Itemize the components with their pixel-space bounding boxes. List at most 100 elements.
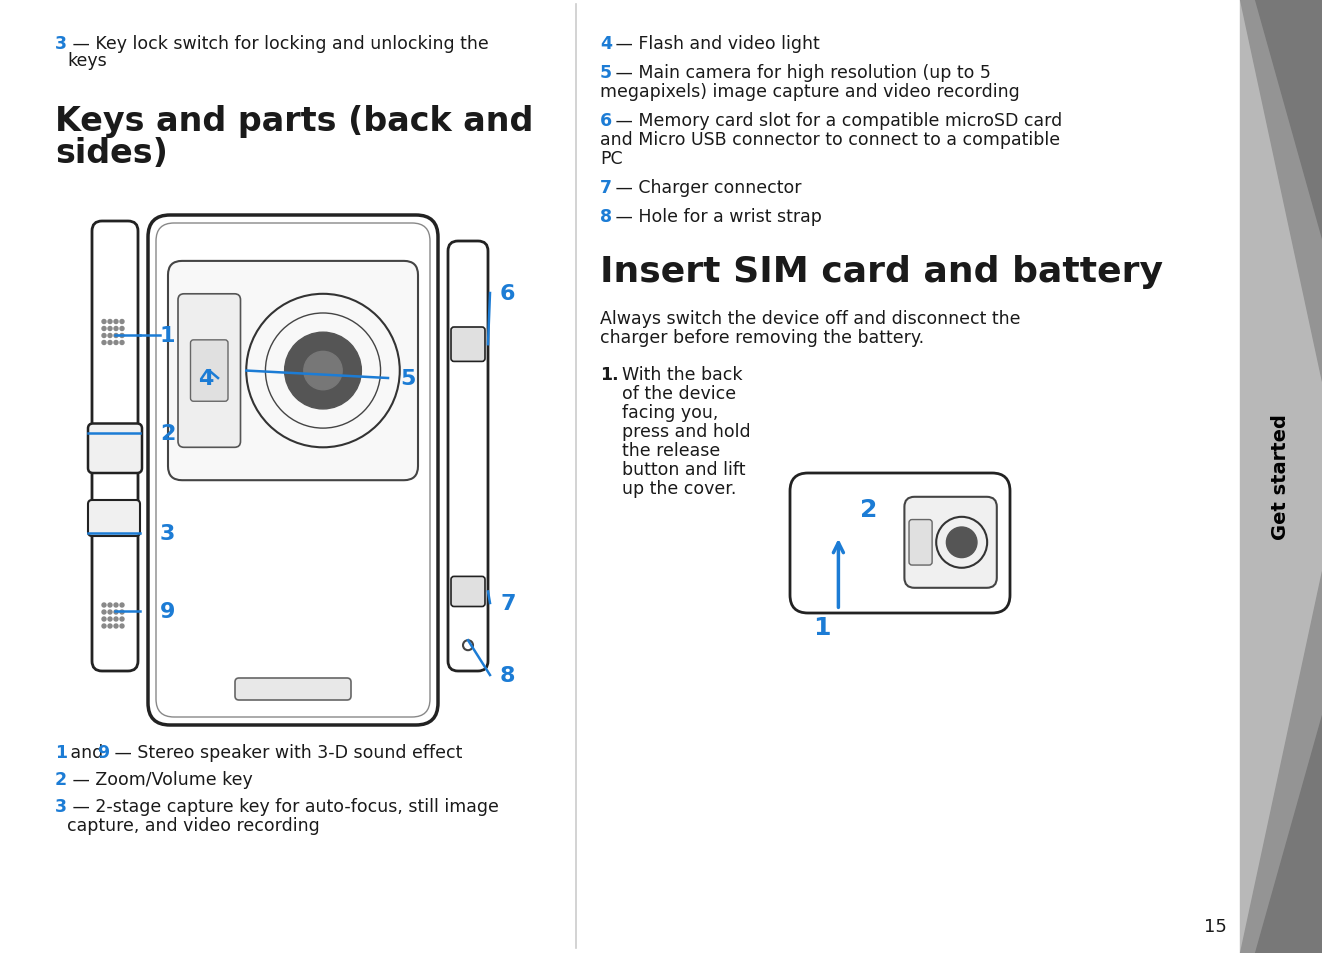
Text: 7: 7 [600, 179, 612, 196]
Text: facing you,: facing you, [621, 403, 718, 421]
Circle shape [108, 624, 112, 628]
Text: 1: 1 [160, 326, 176, 346]
Circle shape [120, 335, 124, 338]
Circle shape [114, 603, 118, 607]
Circle shape [108, 341, 112, 345]
Text: 3: 3 [56, 797, 67, 815]
FancyBboxPatch shape [910, 520, 932, 565]
Text: — Zoom/Volume key: — Zoom/Volume key [67, 770, 253, 788]
Circle shape [120, 341, 124, 345]
FancyBboxPatch shape [451, 328, 485, 362]
Circle shape [108, 610, 112, 615]
Text: and: and [65, 743, 108, 761]
Circle shape [108, 327, 112, 331]
Text: — Hole for a wrist strap: — Hole for a wrist strap [609, 208, 822, 226]
Polygon shape [1255, 715, 1322, 953]
Text: 8: 8 [500, 665, 516, 685]
Circle shape [102, 603, 106, 607]
Text: 1.: 1. [600, 366, 619, 384]
Text: keys: keys [67, 52, 107, 70]
Circle shape [114, 335, 118, 338]
Circle shape [102, 610, 106, 615]
FancyBboxPatch shape [448, 242, 488, 671]
FancyBboxPatch shape [451, 577, 485, 607]
FancyBboxPatch shape [156, 224, 430, 718]
FancyBboxPatch shape [235, 679, 352, 700]
Text: 9: 9 [97, 743, 110, 761]
Text: — Flash and video light: — Flash and video light [609, 35, 820, 53]
Circle shape [102, 335, 106, 338]
Circle shape [120, 610, 124, 615]
Text: Keys and parts (back and: Keys and parts (back and [56, 105, 533, 138]
Circle shape [102, 624, 106, 628]
Text: Insert SIM card and battery: Insert SIM card and battery [600, 254, 1163, 289]
Circle shape [102, 327, 106, 331]
Text: — Key lock switch for locking and unlocking the: — Key lock switch for locking and unlock… [67, 35, 489, 53]
FancyBboxPatch shape [89, 424, 141, 474]
Polygon shape [1255, 0, 1322, 238]
Text: charger before removing the battery.: charger before removing the battery. [600, 329, 924, 347]
Text: Always switch the device off and disconnect the: Always switch the device off and disconn… [600, 310, 1021, 328]
Bar [1240, 0, 1322, 953]
Text: 5: 5 [401, 369, 415, 389]
Text: — 2-stage capture key for auto-focus, still image: — 2-stage capture key for auto-focus, st… [67, 797, 498, 815]
Text: 1: 1 [56, 743, 67, 761]
FancyBboxPatch shape [168, 262, 418, 480]
Text: button and lift: button and lift [621, 460, 746, 478]
Text: 3: 3 [160, 523, 176, 543]
Text: — Main camera for high resolution (up to 5: — Main camera for high resolution (up to… [609, 64, 992, 82]
Text: 5: 5 [600, 64, 612, 82]
Text: 2: 2 [859, 497, 876, 521]
Text: 15: 15 [1203, 917, 1227, 935]
Text: 1: 1 [813, 616, 830, 639]
Text: PC: PC [600, 150, 623, 168]
Circle shape [947, 527, 977, 558]
Circle shape [114, 327, 118, 331]
Polygon shape [1240, 572, 1322, 953]
Circle shape [102, 320, 106, 324]
Text: — Charger connector: — Charger connector [609, 179, 801, 196]
FancyBboxPatch shape [190, 340, 227, 402]
Text: 2: 2 [56, 770, 67, 788]
Circle shape [114, 320, 118, 324]
Circle shape [120, 618, 124, 621]
Text: and Micro USB connector to connect to a compatible: and Micro USB connector to connect to a … [600, 131, 1060, 149]
Circle shape [108, 603, 112, 607]
Circle shape [108, 618, 112, 621]
Circle shape [102, 341, 106, 345]
Circle shape [114, 618, 118, 621]
Text: 4: 4 [198, 369, 213, 389]
Text: 2: 2 [160, 423, 176, 443]
Text: 6: 6 [500, 284, 516, 304]
Circle shape [120, 603, 124, 607]
Text: sides): sides) [56, 137, 168, 171]
Circle shape [108, 320, 112, 324]
Circle shape [108, 335, 112, 338]
Text: 3: 3 [56, 35, 67, 53]
Text: 8: 8 [600, 208, 612, 226]
Text: Get started: Get started [1272, 414, 1290, 539]
Text: — Memory card slot for a compatible microSD card: — Memory card slot for a compatible micr… [609, 112, 1063, 130]
Circle shape [120, 320, 124, 324]
Polygon shape [1240, 0, 1322, 381]
Circle shape [114, 624, 118, 628]
FancyBboxPatch shape [148, 215, 438, 725]
Circle shape [114, 610, 118, 615]
Circle shape [114, 341, 118, 345]
Text: 7: 7 [500, 594, 516, 614]
FancyBboxPatch shape [178, 294, 241, 448]
Text: 6: 6 [600, 112, 612, 130]
Text: the release: the release [621, 441, 720, 459]
FancyBboxPatch shape [93, 222, 137, 671]
FancyBboxPatch shape [791, 474, 1010, 614]
FancyBboxPatch shape [89, 500, 140, 537]
Circle shape [102, 618, 106, 621]
Circle shape [304, 352, 342, 391]
Circle shape [120, 624, 124, 628]
Text: With the back: With the back [621, 366, 743, 384]
Circle shape [120, 327, 124, 331]
Text: of the device: of the device [621, 385, 736, 402]
FancyBboxPatch shape [904, 497, 997, 588]
Text: press and hold: press and hold [621, 422, 751, 440]
Text: up the cover.: up the cover. [621, 479, 736, 497]
